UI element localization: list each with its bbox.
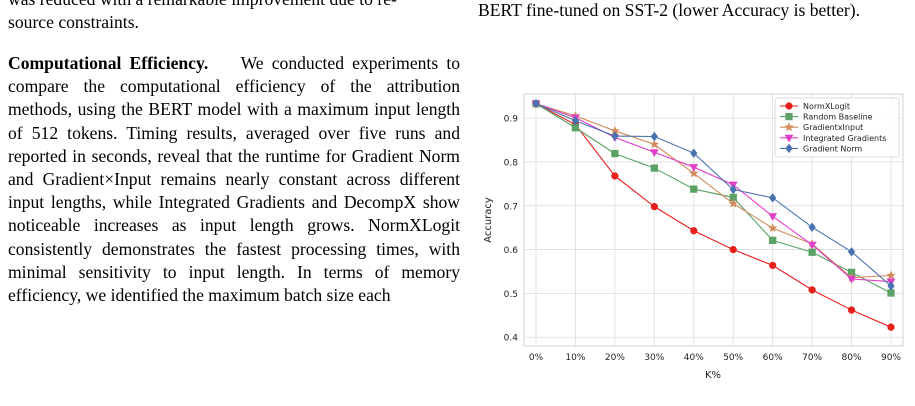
legend-marker — [785, 143, 793, 154]
series-lines — [531, 98, 896, 331]
legend-item: Gradient Norm — [780, 143, 862, 154]
data-point — [611, 172, 619, 180]
legend-box — [774, 97, 900, 158]
data-point — [847, 306, 856, 314]
x-tick-label: 0% — [529, 353, 544, 363]
data-point — [769, 261, 777, 270]
data-point — [887, 323, 895, 331]
x-tick-label: 70% — [802, 353, 822, 363]
data-point — [886, 270, 896, 280]
data-point — [807, 241, 817, 250]
legend-item: Random Baseline — [780, 113, 873, 122]
data-point — [690, 185, 698, 193]
data-point — [768, 193, 777, 203]
series-line — [535, 103, 892, 287]
legend-label: GradientxInput — [803, 123, 863, 132]
y-tick-label: 0.6 — [504, 246, 519, 256]
y-axis: 0.4 0.5 0.6 0.7 0.8 0.9 — [504, 115, 519, 344]
data-point — [650, 164, 658, 172]
data-point — [847, 246, 856, 257]
data-point — [689, 164, 699, 172]
legend-item: NormXLogit — [780, 102, 850, 111]
legend-item: Integrated Gradients — [780, 134, 886, 143]
data-point — [728, 198, 739, 208]
x-tick-label: 60% — [763, 353, 783, 363]
x-axis: 0% 10% 20% 30% 40% 50% 60% 70% 80% 90% — [529, 353, 902, 363]
data-point — [650, 131, 659, 142]
x-tick-label: 30% — [644, 353, 664, 363]
left-column: Computational Efficiency. We conducted e… — [8, 52, 460, 307]
data-point — [688, 168, 699, 178]
data-point — [690, 148, 698, 158]
legend-label: Integrated Gradients — [803, 134, 886, 143]
data-point — [729, 184, 737, 195]
x-tick-label: 20% — [605, 353, 625, 363]
x-tick-label: 90% — [881, 353, 901, 363]
data-point — [808, 222, 816, 233]
series-line — [535, 103, 892, 283]
accuracy-line-chart: 0.4 0.5 0.6 0.7 0.8 0.9 0% 10% 20% 30% 40% 50% 60% 7… — [483, 93, 904, 381]
x-tick-label: 50% — [723, 353, 743, 363]
data-point — [768, 213, 778, 221]
legend-marker — [784, 122, 794, 132]
figure-caption-tail: BERT fine-tuned on SST-2 (lower Accuracy… — [478, 0, 861, 20]
computational-efficiency-paragraph: Computational Efficiency. We conducted e… — [8, 52, 460, 307]
legend-item: GradientxInput — [780, 122, 863, 132]
top-fragment-line-1: was reduced with a remarkable improvemen… — [8, 0, 397, 9]
paragraph-body: We conducted experiments to compare the … — [8, 53, 461, 306]
series-gradient-norm — [532, 98, 895, 291]
y-tick-label: 0.9 — [504, 115, 519, 125]
x-tick-label: 10% — [565, 353, 585, 363]
y-axis-label: Accuracy — [483, 197, 494, 243]
right-column: BERT fine-tuned on SST-2 (lower Accuracy… — [478, 0, 908, 22]
top-fragment: was reduced with a remarkable improvemen… — [8, 0, 460, 34]
data-point — [650, 202, 658, 211]
data-point — [808, 286, 816, 294]
legend-label: NormXLogit — [803, 102, 850, 111]
data-point — [767, 222, 778, 233]
data-point — [808, 248, 816, 256]
x-tick-label: 40% — [684, 353, 704, 363]
data-point — [571, 115, 580, 126]
legend-label: Gradient Norm — [803, 144, 862, 153]
y-tick-label: 0.7 — [504, 202, 518, 212]
data-point — [532, 98, 540, 109]
series-line — [535, 103, 892, 328]
y-tick-label: 0.8 — [504, 158, 519, 168]
data-point — [611, 131, 619, 141]
data-point — [649, 149, 659, 157]
y-tick-label: 0.4 — [504, 334, 519, 344]
legend-marker — [785, 112, 793, 121]
x-tick-label: 80% — [842, 353, 862, 363]
legend-label: Random Baseline — [803, 113, 873, 122]
series-line — [535, 103, 892, 279]
y-tick-label: 0.5 — [504, 290, 518, 300]
data-point — [847, 275, 856, 284]
data-point — [729, 245, 737, 254]
data-point — [690, 227, 698, 235]
legend-marker — [785, 102, 793, 110]
top-fragment-line-2: source constraints. — [8, 12, 139, 32]
data-point — [649, 139, 660, 149]
legend-marker — [784, 134, 794, 143]
data-point — [887, 281, 895, 291]
x-axis-label: K% — [705, 370, 721, 381]
data-point — [769, 236, 777, 245]
paragraph-heading: Computational Efficiency. — [8, 53, 209, 73]
data-point — [611, 149, 619, 158]
